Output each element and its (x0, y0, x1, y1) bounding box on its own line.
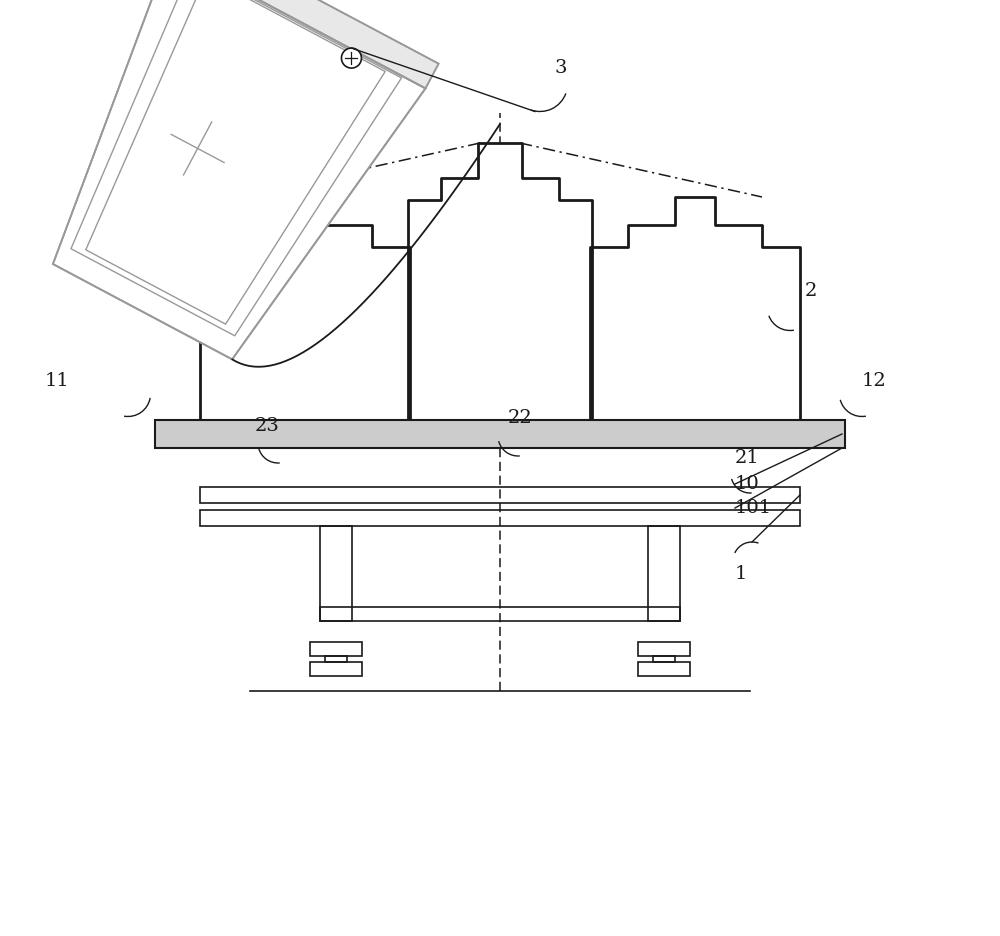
Bar (320, 526, 352, 621)
Bar (310, 662, 362, 676)
Bar (325, 656, 347, 662)
Text: 2: 2 (805, 282, 817, 300)
Bar (155, 420, 845, 448)
Text: 12: 12 (862, 372, 887, 390)
Text: 23: 23 (255, 417, 280, 435)
Text: 101: 101 (735, 499, 772, 517)
Bar (200, 487, 800, 503)
Bar (638, 642, 690, 656)
Circle shape (341, 48, 361, 68)
Polygon shape (408, 143, 592, 420)
Bar (648, 526, 680, 621)
Text: 3: 3 (555, 59, 568, 77)
Polygon shape (53, 0, 425, 359)
Bar (638, 662, 690, 676)
Text: 10: 10 (735, 475, 760, 493)
Text: 1: 1 (735, 565, 747, 583)
Bar (310, 642, 362, 656)
Polygon shape (169, 0, 439, 88)
Bar (653, 656, 675, 662)
Bar (200, 510, 800, 526)
Bar (320, 607, 680, 621)
Text: 11: 11 (45, 372, 70, 390)
Text: 22: 22 (508, 409, 533, 427)
Polygon shape (200, 197, 410, 420)
Text: 21: 21 (735, 449, 760, 467)
Polygon shape (590, 197, 800, 420)
